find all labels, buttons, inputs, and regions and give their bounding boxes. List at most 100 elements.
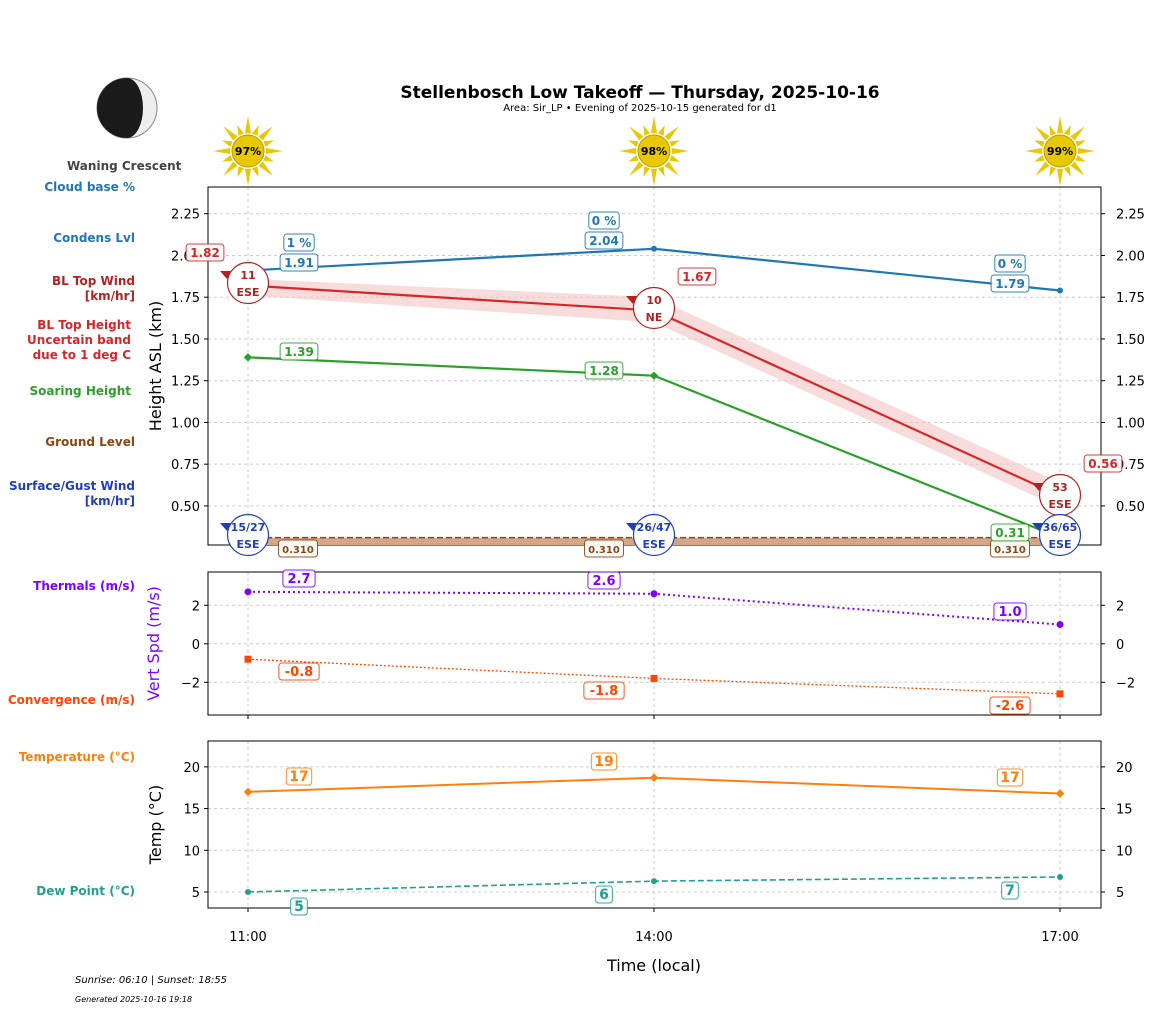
- temperature-label-box: [996, 768, 1024, 787]
- sun-ray: [664, 126, 679, 141]
- sun-ray: [1070, 126, 1085, 141]
- y-tick-label-right: 0: [1116, 638, 1124, 653]
- y-tick-label-right: 10: [1116, 844, 1133, 859]
- surface-wind-marker-arrow-icon: [1032, 523, 1043, 531]
- condens-label-box: [584, 231, 624, 250]
- y-tick-label: 1.25: [171, 375, 200, 390]
- dewpoint-label: 5: [290, 897, 308, 916]
- axes-frame: [207, 186, 1102, 546]
- sun-ray: [1056, 168, 1064, 186]
- sun-ray: [244, 116, 252, 134]
- ground-label: 0.310: [990, 539, 1030, 558]
- sun-ray: [1063, 166, 1071, 177]
- sun-ray: [1070, 161, 1085, 176]
- ground-label-box: [278, 539, 318, 558]
- condens-point: [1057, 287, 1063, 294]
- convergence-label: -0.8: [278, 662, 320, 681]
- convergence-label: -2.6: [989, 696, 1031, 715]
- temperature-label-text: 19: [594, 754, 613, 770]
- sun-ray: [222, 154, 233, 162]
- cloud-base-label-box: [588, 211, 620, 230]
- y-tick-label-right: 15: [1116, 803, 1133, 818]
- label-bl-top-3: due to 1 deg C: [32, 348, 131, 362]
- convergence-point: [650, 674, 658, 682]
- y-tick-label: 2.25: [171, 208, 200, 223]
- sun-ray: [650, 168, 658, 186]
- y-axis-label: Height ASL (km): [146, 301, 165, 431]
- dewpoint-label-box: [1001, 881, 1019, 900]
- sun-ray: [1035, 161, 1050, 176]
- soaring-label: 1.28: [584, 361, 624, 380]
- sun-percent-label: 97%: [235, 145, 261, 158]
- sun-ray: [1034, 140, 1045, 148]
- condens-point: [651, 245, 657, 252]
- soaring-label: 0.31: [990, 523, 1030, 542]
- thermals-label-box: [282, 569, 316, 588]
- sun-disc: [637, 134, 671, 168]
- bl-top-label-text: 0.56: [1088, 457, 1118, 471]
- axes-frame: [207, 740, 1102, 909]
- condens-label-text: 1.79: [995, 277, 1025, 291]
- sun-ray: [643, 125, 651, 136]
- label-bl-wind: BL Top Wind [km/hr]: [52, 274, 135, 304]
- sun-percent-label: 99%: [1047, 145, 1073, 158]
- sun-ray: [251, 125, 259, 136]
- sunrise-sunset: Sunrise: 06:10 | Sunset: 18:55: [75, 975, 228, 986]
- sun-ray: [629, 126, 644, 141]
- y-tick-label-right: 2.25: [1116, 208, 1145, 223]
- ground-label: 0.310: [584, 539, 624, 558]
- sun-ray: [251, 166, 259, 177]
- sun-ray: [223, 161, 238, 176]
- surface-wind-marker-speed: 36/65: [1043, 521, 1078, 534]
- sun-icon: 97%: [213, 116, 283, 186]
- x-axis-label: Time (local): [606, 956, 701, 975]
- x-tick-label: 17:00: [1041, 930, 1078, 945]
- temperature-label: 17: [996, 768, 1024, 787]
- label-bl-wind-2: [km/hr]: [84, 289, 135, 303]
- thermals-label: 2.7: [282, 569, 316, 588]
- sun-ray: [213, 147, 231, 155]
- thermals-label-text: 2.6: [592, 574, 615, 589]
- temperature-label-box: [590, 752, 618, 771]
- y-tick-label-right: −2: [1116, 676, 1135, 691]
- sun-ray: [628, 154, 639, 162]
- bl-top-label: 1.82: [185, 243, 225, 262]
- sun-ray: [244, 168, 252, 186]
- y-tick-label: 5: [192, 886, 200, 901]
- surface-wind-marker: 36/65 ESE: [1032, 513, 1082, 557]
- surface-wind-marker: 15/27 ESE: [220, 513, 270, 557]
- condens-label: 1.91: [279, 253, 319, 272]
- temperature-label-box: [285, 767, 313, 786]
- convergence-label-text: -0.8: [285, 665, 313, 680]
- thermals-label: 2.6: [587, 571, 621, 590]
- ground-label-text: 0.310: [588, 545, 620, 556]
- moon-phase-label: Waning Crescent: [67, 159, 182, 173]
- sun-ray: [1056, 116, 1064, 134]
- bl-wind-marker-direction: NE: [646, 311, 663, 324]
- bl-wind-marker-direction: ESE: [1049, 498, 1072, 511]
- convergence-label-text: -2.6: [996, 699, 1024, 714]
- bl-wind-marker-direction: ESE: [237, 286, 260, 299]
- bl-top-label: 0.56: [1083, 454, 1123, 473]
- y-tick-label-right: 2.00: [1116, 249, 1145, 264]
- condens-label-text: 2.04: [589, 234, 619, 248]
- sun-ray: [619, 147, 637, 155]
- sun-ray: [258, 161, 273, 176]
- sun-ray: [1075, 154, 1086, 162]
- sun-ray: [222, 140, 233, 148]
- surface-wind-marker-circle: [632, 513, 676, 557]
- sun-percent-label: 98%: [641, 145, 667, 158]
- y-tick-label: −2: [181, 676, 200, 691]
- sun-ray: [1075, 140, 1086, 148]
- label-bl-top-2: Uncertain band: [27, 333, 131, 347]
- y-tick-label-right: 20: [1116, 761, 1133, 776]
- surface-wind-marker: 26/47 ESE: [626, 513, 676, 557]
- dewpoint-label-box: [290, 897, 308, 916]
- convergence-label-text: -1.8: [590, 684, 618, 699]
- label-surface: Surface/Gust Wind [km/hr]: [9, 479, 135, 509]
- cloud-base-label-box: [994, 254, 1026, 273]
- dewpoint-label: 7: [1001, 881, 1019, 900]
- dewpoint-label-box: [595, 885, 613, 904]
- sun-ray: [1063, 125, 1071, 136]
